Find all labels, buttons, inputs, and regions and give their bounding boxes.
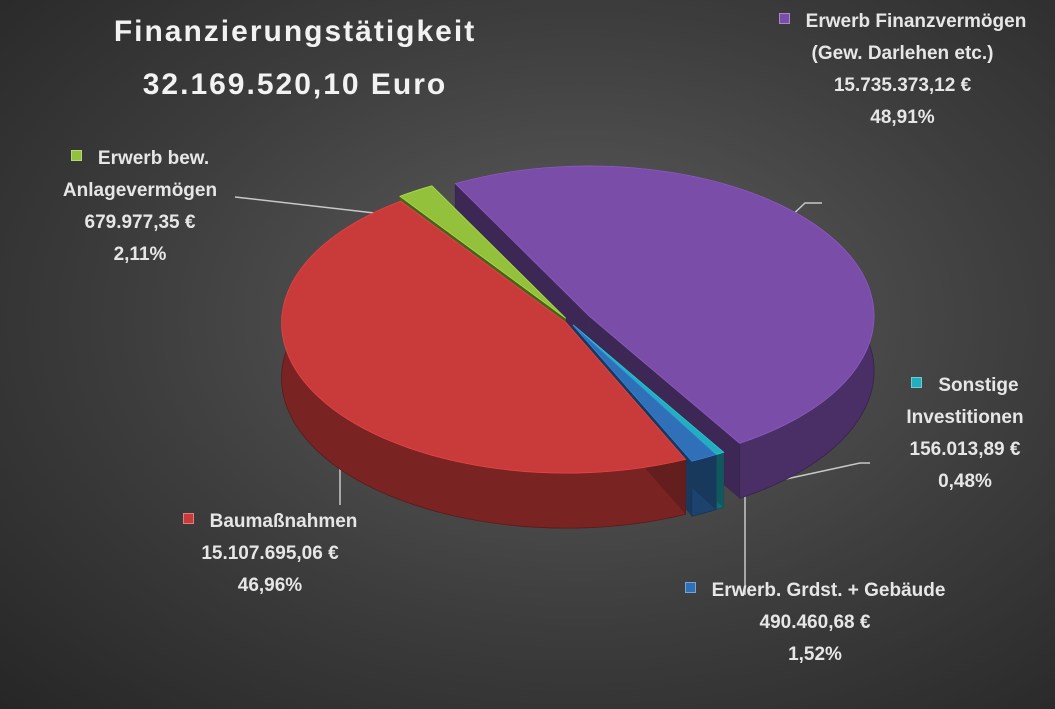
legend-marker: [778, 13, 790, 24]
data-label: Sonstige Investitionen 156.013,89 € 0,48%: [875, 370, 1055, 498]
category-text: Baumaßnahmen: [209, 511, 358, 532]
leader-line: [762, 462, 870, 485]
leader-line: [234, 196, 393, 216]
data-label: Erwerb Finanzvermögen (Gew. Darlehen etc…: [775, 6, 1030, 134]
category-text: Erwerb. Grdst. + Gebäude: [711, 580, 946, 601]
amount-label: 490.460,68 €: [759, 612, 871, 633]
percent-label: 48,91%: [870, 107, 935, 128]
label-category: Sonstige Investitionen: [875, 370, 1055, 434]
slice: [281, 200, 687, 474]
amount-label: 679.977,35 €: [84, 212, 196, 233]
slice: [572, 324, 717, 462]
pie: [281, 165, 875, 529]
data-label: Erwerb. Grdst. + Gebäude 490.460,68 € 1,52…: [680, 575, 950, 671]
legend-marker: [70, 150, 82, 161]
category-text: Erwerb bew. Anlagevermögen: [62, 148, 218, 201]
label-category: Baumaßnahmen: [140, 506, 400, 538]
label-category: Erwerb bew. Anlagevermögen: [0, 143, 280, 207]
amount-label: 15.735.373,12 €: [833, 75, 972, 96]
legend-marker: [911, 377, 923, 388]
percent-label: 46,96%: [237, 575, 303, 596]
amount-label: 156.013,89 €: [909, 439, 1021, 460]
category-text: Sonstige Investitionen: [906, 375, 1024, 428]
legend-marker: [684, 582, 696, 593]
legend-marker: [182, 513, 194, 524]
chart-title: Finanzierungstätigkeit: [113, 15, 477, 48]
category-text: Erwerb Finanzvermögen (Gew. Darlehen etc…: [805, 11, 1027, 64]
label-category: Erwerb. Grdst. + Gebäude: [680, 575, 950, 607]
data-label: Erwerb bew. Anlagevermögen 679.977,35 € 2,…: [0, 143, 280, 271]
slice: [399, 185, 567, 319]
percent-label: 1,52%: [788, 644, 842, 665]
label-category: Erwerb Finanzvermögen (Gew. Darlehen etc…: [775, 6, 1030, 70]
amount-label: 15.107.695,06 €: [201, 543, 339, 564]
slice: [454, 165, 875, 444]
percent-label: 2,11%: [113, 244, 167, 265]
chart-subtitle: 32.169.520,10 Euro: [142, 68, 448, 101]
data-label: Baumaßnahmen 15.107.695,06 € 46,96%: [140, 506, 400, 602]
percent-label: 0,48%: [938, 471, 992, 492]
